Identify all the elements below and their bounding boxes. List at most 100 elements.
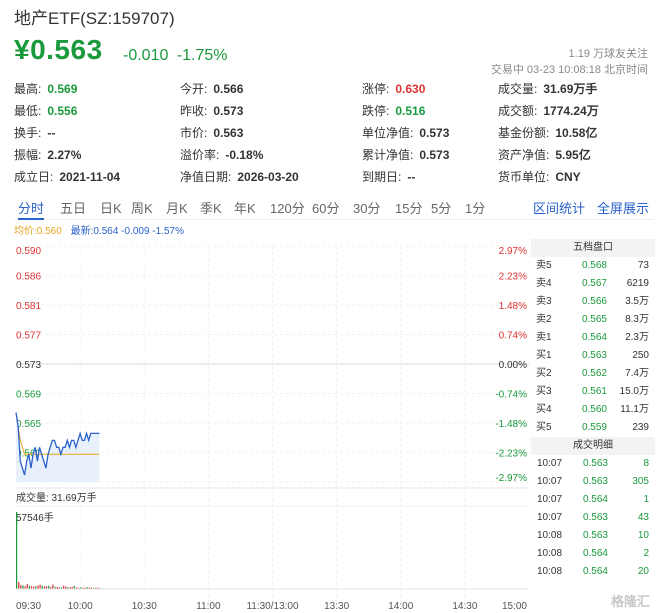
chart-period-tabs: 分时 五日 日K 周K 月K 季K 年K 120分 60分 30分 15分 5分 1分 区间统计 全屏展示	[14, 198, 654, 220]
trade-time: 10:08	[537, 530, 563, 541]
stat-value: 0.630	[395, 82, 426, 96]
volume-bar	[37, 585, 39, 589]
stat-value: 0.573	[213, 104, 244, 118]
stat-item: 基金份额: 10.58亿	[498, 124, 597, 141]
tab-period[interactable]: 月K	[166, 201, 188, 216]
tab-period[interactable]: 日K	[100, 201, 122, 216]
follower-count[interactable]: 1.19 万球友关注	[568, 48, 648, 60]
stat-label: 成交额:	[498, 104, 538, 118]
order-side: 卖3	[536, 296, 552, 307]
order-price: 0.560	[581, 404, 607, 415]
percent-tick-label: 2.23%	[499, 272, 527, 283]
volume-bar	[35, 586, 37, 589]
volume-bar	[30, 586, 33, 589]
stat-label: 最低:	[14, 104, 42, 118]
trades-title: 成交明细	[531, 437, 655, 455]
volume-bar	[77, 587, 80, 589]
stat-item: 市价: 0.563	[180, 124, 243, 141]
volume-bar	[71, 586, 73, 589]
percent-tick-label: 1.48%	[499, 301, 527, 312]
trade-time: 10:07	[537, 494, 563, 505]
trade-volume: 2	[643, 548, 649, 559]
change-value: -0.010	[123, 47, 169, 64]
tab-period[interactable]: 5分	[431, 201, 452, 216]
trade-time: 10:08	[537, 548, 563, 559]
change-percent: -1.75%	[176, 47, 228, 64]
stat-value: CNY	[555, 170, 581, 184]
order-price: 0.565	[581, 314, 607, 325]
volume-bar	[92, 587, 95, 589]
tab-period[interactable]: 120分	[270, 201, 305, 216]
fullscreen-link[interactable]: 全屏展示	[597, 201, 650, 216]
stat-label: 换手:	[14, 126, 42, 140]
percent-tick-label: 2.97%	[499, 246, 527, 257]
order-book-row: 卖5 0.568 73	[531, 257, 655, 275]
order-volume: 7.4万	[625, 368, 649, 379]
tab-period[interactable]: 30分	[353, 201, 381, 216]
stat-label: 单位净值:	[362, 126, 414, 140]
order-side: 卖2	[536, 314, 552, 325]
volume-bar	[95, 587, 97, 589]
percent-tick-label: -0.74%	[495, 390, 527, 401]
tab-period[interactable]: 15分	[395, 201, 423, 216]
tab-period[interactable]: 1分	[465, 201, 486, 216]
time-tick-label: 14:30	[452, 601, 477, 612]
price-tick-label: 0.569	[16, 390, 41, 401]
volume-bar	[39, 584, 41, 589]
order-side: 卖5	[536, 260, 552, 271]
order-book-row: 卖2 0.565 8.3万	[531, 311, 655, 329]
order-side: 卖4	[536, 278, 552, 289]
stat-item: 单位净值: 0.573	[362, 124, 449, 141]
stat-value: 5.95亿	[555, 148, 591, 162]
volume-bar	[41, 585, 43, 589]
stat-label: 振幅:	[14, 148, 42, 162]
time-tick-label: 15:00	[502, 601, 527, 612]
volume-bar	[16, 512, 18, 589]
volume-bar	[58, 587, 60, 589]
order-book-row: 卖3 0.566 3.5万	[531, 293, 655, 311]
order-book-row: 买2 0.562 7.4万	[531, 365, 655, 383]
trade-time: 10:08	[537, 566, 563, 577]
price-tick-label: 0.565	[16, 419, 41, 430]
volume-bar	[24, 586, 26, 589]
tab-period[interactable]: 分时	[18, 198, 45, 220]
stat-label: 昨收:	[180, 104, 208, 118]
tab-period[interactable]: 五日	[60, 201, 87, 216]
tab-period[interactable]: 季K	[200, 201, 222, 216]
range-stats-link[interactable]: 区间统计	[533, 201, 586, 216]
stat-item: 累计净值: 0.573	[362, 146, 449, 163]
trade-price: 0.564	[582, 494, 608, 505]
order-price: 0.566	[581, 296, 607, 307]
volume-bar	[52, 584, 54, 589]
tab-period[interactable]: 周K	[131, 201, 153, 216]
volume-bar	[50, 586, 52, 589]
price-tick-label: 0.573	[16, 360, 41, 371]
order-volume: 73	[637, 260, 649, 271]
order-price: 0.567	[581, 278, 607, 289]
price-tick-label: 0.577	[16, 331, 41, 342]
tab-period[interactable]: 60分	[312, 201, 340, 216]
stat-item: 振幅: 2.27%	[14, 146, 81, 163]
stat-item: 最低: 0.556	[14, 102, 77, 119]
stat-item: 溢价率: -0.18%	[180, 146, 263, 163]
price-tick-label: 0.586	[16, 272, 41, 283]
price-change: -0.010 -1.75%	[123, 47, 232, 65]
volume-bar	[43, 586, 45, 589]
intraday-chart[interactable]: 0.590 2.97% 0.586 2.23% 0.581 1.48% 0.577 0.74%…	[0, 236, 531, 613]
page-title: 地产ETF(SZ:159707)	[14, 9, 175, 28]
percent-tick-label: 0.00%	[499, 360, 527, 371]
trade-volume: 305	[632, 476, 649, 487]
trade-row: 10:07 0.563 8	[531, 455, 655, 473]
trade-volume: 20	[637, 566, 649, 577]
stat-value: -0.18%	[225, 148, 264, 162]
tab-period[interactable]: 年K	[234, 201, 256, 216]
volume-bar	[20, 584, 22, 589]
stat-item: 跌停: 0.516	[362, 102, 425, 119]
time-tick-label: 10:30	[132, 601, 157, 612]
stat-value: 0.563	[213, 126, 244, 140]
stat-item: 到期日: --	[362, 168, 415, 185]
volume-bar	[69, 587, 71, 589]
time-tick-label: 09:30	[16, 601, 41, 612]
order-price: 0.562	[581, 368, 607, 379]
trade-volume: 43	[637, 512, 649, 523]
